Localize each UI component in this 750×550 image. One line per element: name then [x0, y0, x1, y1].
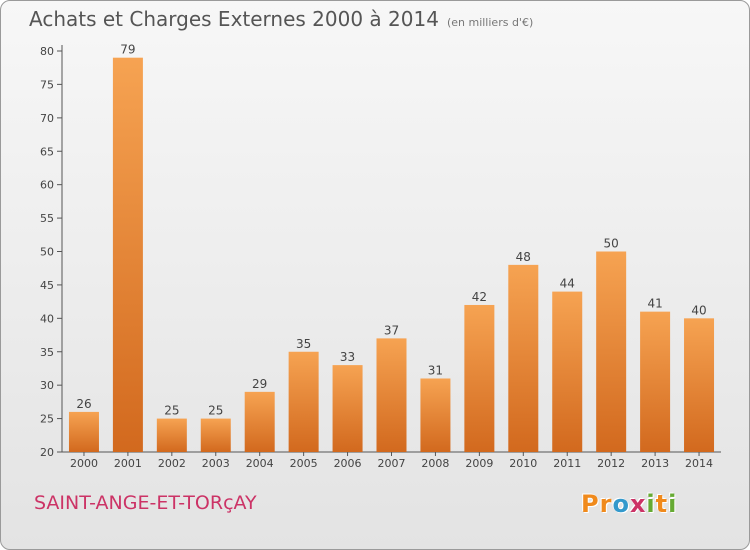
y-tick-label: 50 — [40, 246, 54, 259]
data-label: 44 — [560, 277, 575, 291]
y-tick-label: 30 — [40, 379, 54, 392]
chart-axes: 20 25 30 35 40 45 50 55 60 65 70 75 80 2000 2001 2002 20… — [40, 45, 721, 470]
bar — [596, 251, 627, 452]
x-tick-label: 2011 — [553, 457, 581, 470]
bar — [420, 378, 451, 452]
y-tick-label: 75 — [40, 78, 54, 91]
chart-title: Achats et Charges Externes 2000 à 2014 (e… — [29, 7, 533, 31]
chart-bars: 26 79 25 25 29 35 33 37 31 42 48 44 50 41 40 — [68, 43, 715, 452]
x-tick-label: 2007 — [378, 457, 406, 470]
logo-letter: r — [599, 490, 613, 518]
data-label: 50 — [604, 237, 619, 251]
data-label: 31 — [428, 363, 443, 377]
y-tick-label: 70 — [40, 112, 54, 125]
y-tick-label: 20 — [40, 446, 54, 459]
data-label: 29 — [252, 377, 267, 391]
data-label: 35 — [296, 337, 311, 351]
logo-letter: P — [581, 490, 600, 518]
x-tick-label: 2010 — [509, 457, 537, 470]
data-label: 41 — [647, 297, 662, 311]
y-tick-label: 65 — [40, 145, 54, 158]
x-tick-label: 2009 — [465, 457, 493, 470]
x-tick-label: 2004 — [246, 457, 274, 470]
bar — [508, 264, 539, 452]
data-label: 25 — [164, 404, 179, 418]
bar — [200, 418, 231, 452]
logo-letter: i — [668, 490, 678, 518]
data-label: 40 — [691, 303, 706, 317]
data-label: 26 — [76, 397, 91, 411]
y-tick-label: 25 — [40, 413, 54, 426]
bar — [68, 411, 99, 452]
data-label: 79 — [120, 43, 135, 57]
chart-title-text: Achats et Charges Externes 2000 à 2014 — [29, 7, 439, 31]
x-tick-label: 2003 — [202, 457, 230, 470]
logo-letter: o — [612, 490, 630, 518]
y-tick-label: 40 — [40, 312, 54, 325]
bar — [464, 304, 495, 452]
bar — [376, 338, 407, 452]
x-tick-label: 2005 — [290, 457, 318, 470]
data-label: 42 — [472, 290, 487, 304]
y-tick-label: 35 — [40, 346, 54, 359]
y-tick-label: 80 — [40, 45, 54, 58]
x-tick-label: 2002 — [158, 457, 186, 470]
data-label: 37 — [384, 323, 399, 337]
logo-letter: i — [646, 490, 656, 518]
bar — [244, 391, 275, 452]
x-tick-label: 2012 — [597, 457, 625, 470]
logo-letter: x — [629, 490, 647, 518]
x-tick-label: 2008 — [421, 457, 449, 470]
proxiti-logo: Proxiti — [581, 490, 677, 518]
y-tick-label: 45 — [40, 279, 54, 292]
bar — [640, 311, 671, 452]
bar — [332, 365, 363, 452]
data-label: 25 — [208, 404, 223, 418]
x-tick-label: 2001 — [114, 457, 142, 470]
data-label: 33 — [340, 350, 355, 364]
data-label: 48 — [516, 250, 531, 264]
bar — [552, 291, 583, 452]
x-tick-label: 2013 — [641, 457, 669, 470]
bar — [684, 318, 715, 452]
y-tick-label: 60 — [40, 179, 54, 192]
bar — [288, 351, 319, 452]
x-tick-label: 2000 — [70, 457, 98, 470]
chart-subtitle: (en milliers d'€) — [446, 16, 534, 29]
y-tick-label: 55 — [40, 212, 54, 225]
logo-letter: t — [655, 490, 669, 518]
x-tick-label: 2006 — [334, 457, 362, 470]
location-name: SAINT-ANGE-ET-TORçAY — [34, 492, 257, 514]
x-tick-label: 2014 — [685, 457, 713, 470]
bar — [156, 418, 187, 452]
bar — [112, 57, 143, 452]
